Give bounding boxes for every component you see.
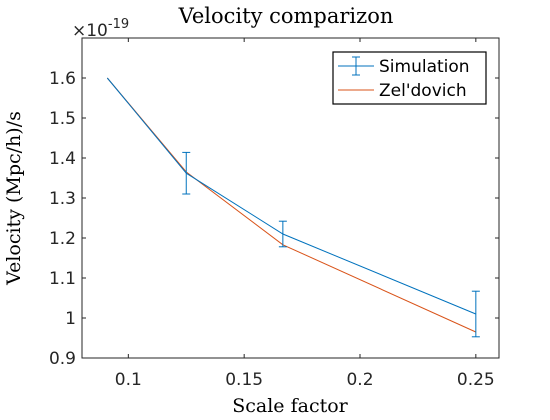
legend-zeldovich-label: Zel'dovich <box>379 81 467 101</box>
y-tick-label: 0.9 <box>49 349 76 369</box>
legend-simulation-label: Simulation <box>379 57 470 77</box>
series-layer <box>106 77 480 338</box>
y-exponent: ×10-19 <box>72 17 129 41</box>
y-tick-label: 1.2 <box>49 229 76 249</box>
x-tick-label: 0.15 <box>225 370 263 390</box>
legend-item-zeldovich: Zel'dovich <box>338 81 467 101</box>
y-tick-label: 1.1 <box>49 269 76 289</box>
legend: Simulation Zel'dovich <box>332 51 487 105</box>
y-tick-label: 1 <box>65 309 76 329</box>
svg-text:×10-19: ×10-19 <box>72 17 129 41</box>
x-tick-label: 0.1 <box>115 370 142 390</box>
y-axis-label: Velocity (Mpc/h)/s <box>3 111 25 286</box>
y-tick-label: 1.6 <box>49 69 76 89</box>
y-exponent-base: ×10 <box>72 21 108 41</box>
x-axis-label: Scale factor <box>232 395 348 417</box>
x-tick-label: 0.25 <box>457 370 495 390</box>
y-tick-label: 1.3 <box>49 189 76 209</box>
x-tick-label: 0.2 <box>346 370 373 390</box>
tick-layer: 0.1 0.15 0.2 0.25 0.9 1 1.1 1.2 1.3 1.4 1.5 1.6 <box>49 38 499 390</box>
y-exponent-power: -19 <box>108 17 129 32</box>
series-line-simulation <box>106 77 476 315</box>
legend-item-simulation: Simulation <box>338 56 470 77</box>
axes-box <box>81 37 500 359</box>
legend-box <box>332 51 487 105</box>
y-tick-label: 1.4 <box>49 149 76 169</box>
y-tick-label: 1.5 <box>49 109 76 129</box>
chart-title: Velocity comparizon <box>178 4 394 28</box>
